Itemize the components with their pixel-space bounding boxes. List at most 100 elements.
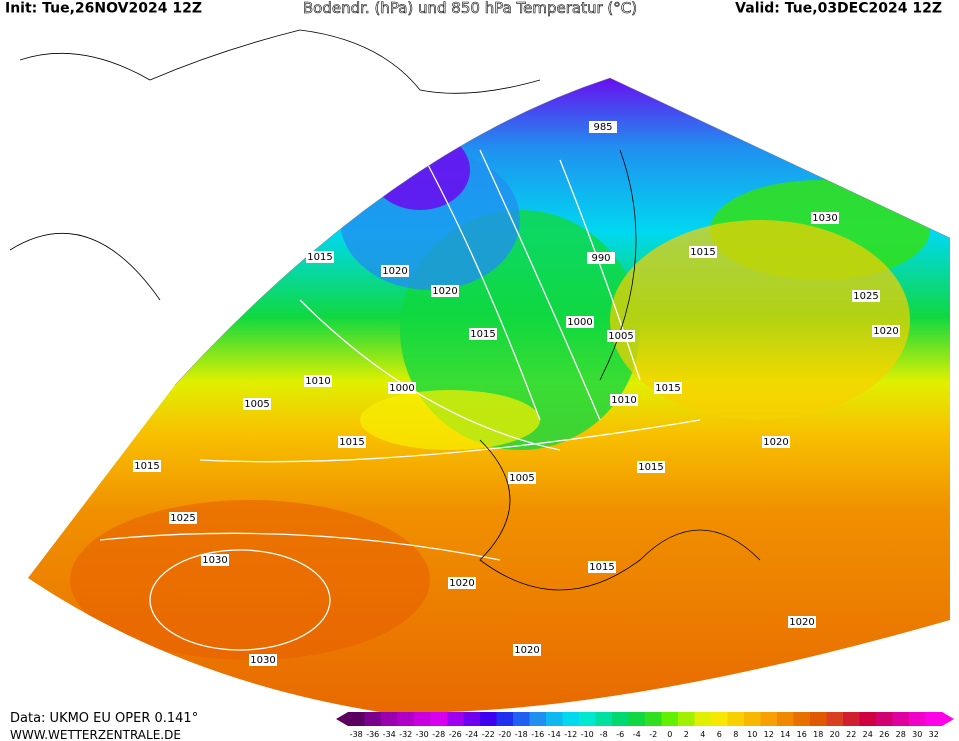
isobar-label: 1010 [611, 395, 636, 406]
isobar-label-box [338, 436, 366, 448]
colorbar-tick-label: -12 [564, 730, 577, 739]
isobar-label-box [304, 375, 332, 387]
colorbar-swatch [661, 712, 679, 726]
isobar-label-box [689, 246, 717, 258]
colorbar-swatch [876, 712, 893, 726]
colorbar-tick-label: -10 [581, 730, 594, 739]
colorbar-tick-label: 22 [846, 730, 856, 739]
isobar-label: 1005 [244, 399, 269, 410]
isobar-label-box [201, 554, 229, 566]
isobar-label-box [788, 616, 816, 628]
isobar-label-box [249, 654, 277, 666]
colorbar-swatch [595, 712, 613, 726]
isobar-label: 1015 [307, 252, 332, 263]
valid-time: Valid: Tue,03DEC2024 12Z [735, 1, 942, 17]
colorbar-swatch [447, 712, 464, 726]
colorbar-swatch [430, 712, 448, 726]
colorbar-swatch [463, 712, 481, 726]
isobar-label-box [469, 328, 497, 340]
isobar-label-box [607, 330, 635, 342]
colorbar-tick-label: -32 [399, 730, 412, 739]
colorbar-swatch [364, 712, 382, 726]
isobar-label: 1015 [655, 383, 680, 394]
colorbar-swatch [628, 712, 646, 726]
isobar-label-box [762, 436, 790, 448]
isobar-label: 1020 [789, 617, 814, 628]
colorbar-tick-label: 26 [879, 730, 889, 739]
isobar-label: 1005 [509, 473, 534, 484]
isobar-label-box [133, 460, 161, 472]
colorbar-tick-label: -24 [465, 730, 478, 739]
colorbar-tick-label: 0 [667, 730, 672, 739]
colorbar-swatch [727, 712, 745, 726]
colorbar-tick-label: -4 [633, 730, 641, 739]
colorbar-swatch [480, 712, 497, 726]
isobar-label-box [448, 577, 476, 589]
colorbar-tick-label: -18 [515, 730, 528, 739]
colorbar-swatch [546, 712, 563, 726]
isobar-label: 1020 [449, 578, 474, 589]
colorbar-swatch [892, 712, 910, 726]
colorbar-swatch [694, 712, 712, 726]
colorbar-tick-label: 8 [733, 730, 738, 739]
isobar-label: 1020 [873, 326, 898, 337]
colorbar-swatch [909, 712, 926, 726]
isobar-label: 1010 [305, 376, 330, 387]
isobar-labels: 985 1030 1015 1020 990 1015 1020 1025 1000 1015 10… [133, 121, 900, 666]
colorbar-swatch [925, 712, 943, 726]
isobar-label-box [872, 325, 900, 337]
colorbar-tick-label: 28 [896, 730, 906, 739]
colorbar-swatch [579, 712, 596, 726]
colorbar-swatch [496, 712, 514, 726]
isobar-label: 1030 [812, 213, 837, 224]
colorbar-swatch [414, 712, 431, 726]
isobar-label-box [381, 265, 409, 277]
isobar-label: 1000 [389, 383, 414, 394]
colorbar-tick-label: -36 [366, 730, 379, 739]
colorbar-tick-label: 20 [830, 730, 840, 739]
colorbar-tick-label: 2 [684, 730, 689, 739]
colorbar-tick-label: 6 [717, 730, 722, 739]
isobar-label: 1020 [763, 437, 788, 448]
isobar-label: 1015 [134, 461, 159, 472]
isobar-label-box [852, 290, 880, 302]
domain-edge [174, 77, 951, 386]
colorbar-swatch [612, 712, 629, 726]
colorbar-swatch [562, 712, 580, 726]
isobar-label: 1020 [432, 286, 457, 297]
isobar-label: 1020 [382, 266, 407, 277]
colorbar-swatch [744, 712, 761, 726]
colorbar-tick-label: 12 [764, 730, 774, 739]
isobar-label: 1015 [339, 437, 364, 448]
isobar-label-box [587, 252, 615, 264]
colorbar-arrow-high [942, 712, 954, 726]
isobar-label: 1025 [170, 513, 195, 524]
colorbar-tick-label: -38 [350, 730, 363, 739]
init-time: Init: Tue,26NOV2024 12Z [5, 1, 202, 17]
colorbar-tick-label: 16 [797, 730, 807, 739]
isobar-label-box [306, 251, 334, 263]
isobar-label: 1030 [250, 655, 275, 666]
isobar-label-box [508, 472, 536, 484]
colorbar-arrow-low [336, 712, 348, 726]
colorbar-swatch [777, 712, 794, 726]
colorbar-swatch [529, 712, 547, 726]
colorbar-tick-label: -2 [649, 730, 657, 739]
title: Bodendr. (hPa) und 850 hPa Temperatur (°… [303, 0, 637, 17]
isobar-label-box [169, 512, 197, 524]
colorbar-swatch [348, 712, 365, 726]
colorbar-tick-label: 32 [929, 730, 939, 739]
isobar-label-box [589, 121, 617, 133]
colorbar-tick-label: -8 [600, 730, 608, 739]
data-source: Data: UKMO EU OPER 0.141° [10, 711, 198, 726]
colorbar-swatch [843, 712, 860, 726]
isobar-label-box [513, 644, 541, 656]
isobar-label-box [431, 285, 459, 297]
isobar-label-box [610, 394, 638, 406]
isobar-label: 990 [591, 253, 610, 264]
isobar-label: 1015 [638, 462, 663, 473]
isobar-label-box [388, 382, 416, 394]
colorbar-swatch [381, 712, 398, 726]
